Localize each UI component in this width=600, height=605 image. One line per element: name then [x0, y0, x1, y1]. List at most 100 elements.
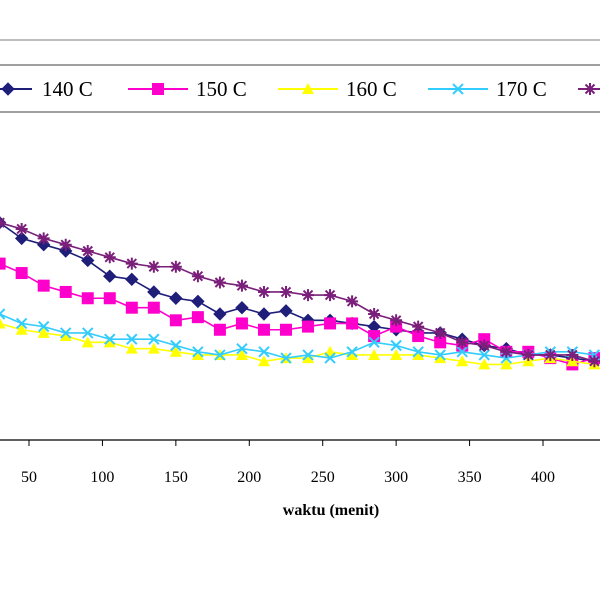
- data-point: [390, 348, 403, 360]
- data-point: [390, 314, 403, 327]
- legend-marker: [584, 83, 596, 95]
- data-point: [191, 270, 204, 283]
- data-point: [191, 294, 205, 309]
- data-point: [280, 352, 292, 364]
- data-point: [257, 323, 270, 336]
- data-point: [103, 336, 116, 348]
- data-point: [191, 311, 204, 324]
- x-tick-label: 50: [21, 469, 37, 486]
- data-point: [368, 348, 381, 360]
- data-point: [0, 257, 6, 270]
- data-point: [390, 339, 402, 352]
- data-point: [346, 348, 359, 360]
- legend-marker: [452, 83, 464, 95]
- data-point: [125, 342, 138, 354]
- data-point: [125, 257, 138, 270]
- data-point: [280, 323, 292, 336]
- legend-item: 140 C: [0, 77, 93, 101]
- data-point: [324, 289, 337, 302]
- data-point: [147, 260, 160, 273]
- data-point: [126, 333, 138, 345]
- series-170-c: [0, 308, 600, 364]
- data-point: [81, 336, 94, 348]
- data-point: [522, 348, 535, 361]
- data-point: [213, 323, 226, 336]
- x-axis: 50 100 150 200 250 300 350 400: [0, 439, 600, 486]
- data-point: [368, 308, 381, 320]
- data-point: [147, 301, 160, 314]
- data-point: [81, 245, 94, 257]
- data-point: [279, 304, 293, 318]
- legend-label: 170 C: [496, 77, 547, 101]
- data-point: [544, 348, 557, 361]
- data-point: [104, 333, 116, 345]
- x-tick-label: 100: [90, 469, 114, 486]
- data-point: [169, 260, 182, 273]
- series-line: [0, 322, 595, 366]
- data-point: [302, 352, 315, 364]
- data-point: [434, 349, 446, 361]
- data-point: [412, 348, 425, 360]
- data-point: [257, 355, 270, 367]
- data-point: [213, 307, 227, 321]
- data-point: [368, 336, 380, 349]
- data-point: [148, 333, 160, 345]
- x-tick-label: 200: [237, 469, 261, 486]
- legend-item: 160 C: [278, 77, 397, 101]
- data-point: [478, 339, 491, 352]
- data-point: [302, 349, 314, 361]
- data-point: [280, 285, 292, 298]
- data-point: [302, 320, 315, 333]
- x-tick-label: 400: [531, 469, 555, 486]
- data-point: [125, 272, 139, 287]
- series-line: [0, 262, 595, 366]
- legend-marker: [302, 83, 314, 94]
- legend-item: [578, 83, 600, 95]
- data-point: [478, 349, 490, 361]
- x-axis-label: waktu (menit): [283, 502, 379, 519]
- series-line: [0, 313, 595, 359]
- legend-marker: [152, 83, 164, 95]
- series-line: [0, 221, 595, 363]
- data-point: [235, 300, 249, 315]
- data-point: [0, 308, 6, 320]
- x-tick-label: 250: [311, 469, 335, 486]
- data-point: [37, 326, 50, 338]
- data-point: [37, 279, 50, 292]
- legend-label: 150 C: [196, 77, 247, 101]
- legend-item: 170 C: [428, 77, 547, 101]
- data-point: [235, 317, 248, 330]
- data-point: [214, 349, 226, 361]
- data-point: [257, 307, 271, 321]
- data-point: [192, 346, 204, 358]
- data-point: [346, 317, 359, 330]
- data-point: [82, 327, 94, 339]
- series-unnamed: [0, 216, 600, 368]
- data-point: [500, 358, 513, 370]
- data-point: [59, 330, 72, 342]
- data-point: [14, 231, 29, 246]
- data-point: [236, 342, 248, 355]
- data-point: [59, 285, 72, 298]
- x-tick-label: 350: [458, 469, 482, 486]
- data-point: [434, 326, 447, 339]
- data-point: [302, 289, 315, 302]
- data-point: [456, 336, 469, 349]
- data-point: [434, 352, 447, 364]
- data-point: [15, 222, 28, 235]
- data-point: [147, 342, 160, 354]
- data-point: [324, 317, 337, 330]
- series-layer: [0, 216, 600, 371]
- data-point: [81, 292, 94, 305]
- legend-item: 150 C: [128, 77, 247, 101]
- data-point: [169, 345, 182, 357]
- data-point: [456, 346, 468, 358]
- data-point: [588, 355, 600, 368]
- data-point: [412, 346, 424, 358]
- x-tick-label: 150: [164, 469, 188, 486]
- data-point: [37, 232, 50, 245]
- data-point: [103, 269, 117, 283]
- data-point: [170, 339, 182, 352]
- data-point: [60, 327, 72, 339]
